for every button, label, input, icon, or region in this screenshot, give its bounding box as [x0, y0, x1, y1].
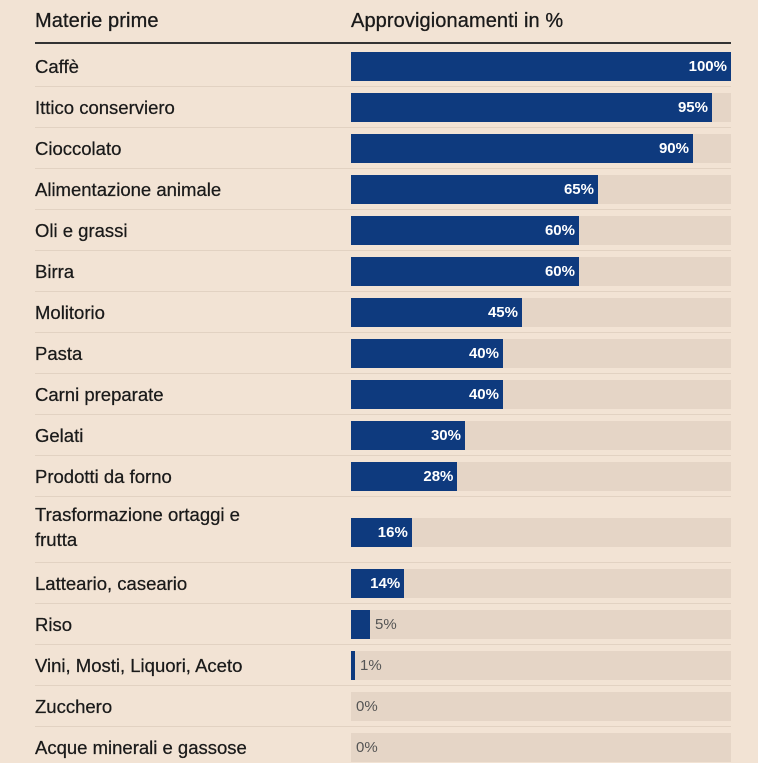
bar-track: 14% — [351, 569, 731, 598]
chart-row: Acque minerali e gassose 0% — [35, 727, 731, 763]
category-label: Cioccolato — [35, 138, 122, 159]
chart-row: Cioccolato 90% — [35, 128, 731, 169]
bar — [351, 257, 579, 286]
data-label: 0% — [356, 739, 378, 756]
chart-row: Latteario, caseario 14% — [35, 563, 731, 604]
category-label: Trasformazione ortaggi e frutta — [35, 504, 240, 550]
category-label: Acque minerali e gassose — [35, 737, 247, 758]
category-label: Gelati — [35, 425, 84, 446]
category-label: Vini, Mosti, Liquori, Aceto — [35, 655, 243, 676]
bar-track: 45% — [351, 298, 731, 327]
bar — [351, 134, 693, 163]
bar — [351, 569, 405, 598]
category-label: Alimentazione animale — [35, 179, 222, 200]
chart-row: Oli e grassi 60% — [35, 210, 731, 251]
bar-track: 5% — [351, 610, 731, 639]
chart-row: Birra 60% — [35, 251, 731, 292]
data-label: 45% — [487, 304, 518, 321]
category-label: Pasta — [35, 343, 83, 364]
bar-track: 95% — [351, 93, 731, 122]
data-label: 60% — [544, 222, 575, 239]
chart-row: Alimentazione animale 65% — [35, 169, 731, 210]
chart-row: Carni preparate 40% — [35, 374, 731, 415]
data-label: 30% — [430, 427, 461, 444]
data-label: 14% — [370, 575, 401, 592]
bar-track: 30% — [351, 421, 731, 450]
bar-track: 0% — [351, 733, 731, 762]
bar-track: 28% — [351, 462, 731, 491]
bar — [351, 380, 503, 409]
chart-row: Molitorio 45% — [35, 292, 731, 333]
data-label: 40% — [468, 345, 499, 362]
category-label: Molitorio — [35, 302, 105, 323]
bar — [351, 52, 731, 81]
data-label: 65% — [563, 181, 594, 198]
bar-track: 1% — [351, 651, 731, 680]
chart-row: Zucchero 0% — [35, 686, 731, 727]
category-label: Caffè — [35, 56, 79, 77]
data-label: 28% — [423, 468, 454, 485]
data-label: 100% — [688, 58, 727, 75]
bar — [351, 175, 598, 204]
data-label: 16% — [377, 523, 408, 541]
data-label: 40% — [468, 386, 499, 403]
category-label: Ittico conserviero — [35, 97, 175, 118]
data-label: 0% — [356, 698, 378, 715]
bar — [351, 421, 465, 450]
data-label: 60% — [544, 263, 575, 280]
chart-row: Trasformazione ortaggi e frutta 16% — [35, 497, 731, 563]
bar-track: 65% — [351, 175, 731, 204]
bar-track: 0% — [351, 692, 731, 721]
bar-track: 40% — [351, 339, 731, 368]
bar-track: 40% — [351, 380, 731, 409]
bar — [351, 651, 355, 680]
chart-row: Gelati 30% — [35, 415, 731, 456]
data-label: 5% — [375, 616, 397, 633]
chart-row: Riso 5% — [35, 604, 731, 645]
chart-row: Pasta 40% — [35, 333, 731, 374]
column-header-categories: Materie prime — [35, 10, 159, 32]
bar — [351, 339, 503, 368]
category-label: Riso — [35, 614, 73, 635]
bar-track: 90% — [351, 134, 731, 163]
chart-row: Caffè 100% — [35, 46, 731, 87]
data-label: 1% — [360, 657, 382, 674]
bar — [351, 93, 712, 122]
bar-track: 16% — [351, 517, 731, 547]
chart-row: Prodotti da forno 28% — [35, 456, 731, 497]
chart-row: Ittico conserviero 95% — [35, 87, 731, 128]
data-label: 90% — [658, 140, 689, 157]
bar — [351, 517, 412, 547]
chart-header: Materie prime Approvigionamenti in % — [35, 0, 731, 44]
data-label: 95% — [677, 99, 708, 116]
bar — [351, 298, 522, 327]
category-label: Latteario, caseario — [35, 573, 188, 594]
bar — [351, 216, 579, 245]
category-label: Oli e grassi — [35, 220, 128, 241]
bar-track: 100% — [351, 52, 731, 81]
bar-track: 60% — [351, 216, 731, 245]
category-label: Prodotti da forno — [35, 466, 172, 487]
bar — [351, 462, 458, 491]
column-header-values: Approvigionamenti in % — [351, 10, 564, 32]
bar — [351, 610, 370, 639]
category-label: Carni preparate — [35, 384, 164, 405]
category-label: Zucchero — [35, 696, 113, 717]
bar-track: 60% — [351, 257, 731, 286]
chart-row: Vini, Mosti, Liquori, Aceto 1% — [35, 645, 731, 686]
category-label: Birra — [35, 261, 75, 282]
